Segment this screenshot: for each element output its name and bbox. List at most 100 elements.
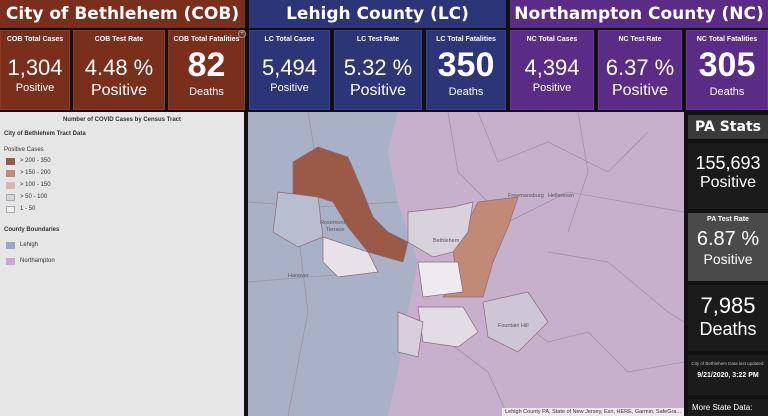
nc-fatal-label: NC Total Fatalities xyxy=(696,36,758,43)
tract-light-center xyxy=(407,201,474,258)
header-lehigh-county: Lehigh County (LC) xyxy=(249,0,506,28)
legend-label: Northampton xyxy=(20,258,55,264)
nc-cases-sub: Positive xyxy=(532,82,572,94)
cob-rate-value: 4.48 % xyxy=(84,55,154,80)
nc-cases-label: NC Total Cases xyxy=(526,36,578,43)
update-note: City of Bethlehem Data last updated: xyxy=(691,361,765,366)
legend-panel: Number of COVID Cases by Census Tract Ci… xyxy=(0,112,244,416)
lc-rate-sub: Positive xyxy=(349,82,407,99)
legend-item-lehigh: Lehigh xyxy=(6,241,244,249)
pa-deaths-sub: Deaths xyxy=(699,319,757,339)
tract-polygons xyxy=(272,146,549,358)
cob-fatalities-card: COB Total Fatalities 82 Deaths xyxy=(168,30,245,110)
tract-light-b xyxy=(417,261,464,298)
nc-fatal-value: 305 xyxy=(698,46,756,84)
positive-cases-heading: Positive Cases xyxy=(4,147,44,153)
cob-cases-value: 1,304 xyxy=(7,55,63,80)
cob-fatal-sub: Deaths xyxy=(189,86,224,98)
cob-rate-label: COB Test Rate xyxy=(94,36,144,43)
legend-item-1-50: 1 - 50 xyxy=(6,205,244,213)
legend-label: 1 - 50 xyxy=(20,206,36,212)
place-label: Freemansburg xyxy=(508,193,544,199)
nc-fatalities-card: NC Total Fatalities 305 Deaths xyxy=(686,30,768,110)
legend-label: Lehigh xyxy=(20,242,39,248)
header-northampton-county: Northampton County (NC) xyxy=(510,0,768,28)
pa-deaths-card: 7,985 Deaths xyxy=(688,285,768,351)
pa-deaths-value: 7,985 xyxy=(700,293,756,318)
cob-fatal-value: 82 xyxy=(187,46,226,84)
nc-cases-value: 4,394 xyxy=(524,55,580,80)
legend-swatch xyxy=(6,193,15,201)
lc-fatalities-card: LC Total Fatalities 350 Deaths xyxy=(426,30,506,110)
tract-mid-e xyxy=(482,291,549,353)
boundary-lines xyxy=(248,112,684,416)
cob-cases-label: COB Total Cases xyxy=(6,36,64,43)
cob-cases-sub: Positive xyxy=(15,82,55,94)
nc-test-rate-card: NC Test Rate 6.37 % Positive xyxy=(598,30,682,110)
lc-rate-label: LC Test Rate xyxy=(356,36,400,43)
lc-cases-sub: Positive xyxy=(270,82,309,94)
nc-fatal-sub: Deaths xyxy=(709,86,745,98)
legend-item-northampton: Northampton xyxy=(6,257,244,265)
legend-item-150-200: > 150 - 200 xyxy=(6,169,244,177)
legend-swatch xyxy=(6,257,15,265)
place-label: Terrace xyxy=(326,227,344,233)
lc-total-cases-card: LC Total Cases 5,494 Positive xyxy=(249,30,330,110)
lc-fatal-value: 350 xyxy=(437,46,495,84)
legend-label: > 50 - 100 xyxy=(20,194,48,200)
tract-west xyxy=(272,191,324,248)
place-label: Hellertown xyxy=(548,193,574,199)
lc-test-rate-card: LC Test Rate 5.32 % Positive xyxy=(334,30,422,110)
cob-test-rate-card: COB Test Rate 4.48 % Positive xyxy=(73,30,165,110)
pa-rate-label: PA Test Rate xyxy=(707,216,749,223)
place-label: Fountain Hill xyxy=(498,323,529,329)
place-labels: Bethlehem Rosemont Terrace Hanover Freem… xyxy=(288,193,574,329)
legend-swatch xyxy=(6,157,15,165)
map-view[interactable]: Bethlehem Rosemont Terrace Hanover Freem… xyxy=(248,112,684,416)
lc-rate-value: 5.32 % xyxy=(343,55,413,80)
pa-cases-value: 155,693 xyxy=(695,153,761,173)
legend-item-50-100: > 50 - 100 xyxy=(6,193,244,201)
legend-swatch xyxy=(6,169,15,177)
map-attribution: Lehigh County PA, State of New Jersey, E… xyxy=(502,408,684,416)
legend-swatch xyxy=(6,241,15,249)
legend-swatch xyxy=(6,205,15,213)
lc-cases-value: 5,494 xyxy=(261,55,318,80)
add-icon[interactable]: + xyxy=(238,30,246,38)
map-svg[interactable]: Bethlehem Rosemont Terrace Hanover Freem… xyxy=(248,112,684,416)
place-label: Hanover xyxy=(288,273,309,279)
header-city-of-bethlehem: City of Bethlehem (COB) xyxy=(0,0,245,28)
place-label: Rosemont xyxy=(320,220,346,226)
lc-fatal-sub: Deaths xyxy=(448,86,484,98)
tract-light-d xyxy=(397,311,424,358)
legend-section-title: City of Bethlehem Tract Data xyxy=(4,131,86,137)
pa-rate-value: 6.87 % xyxy=(696,228,760,250)
county-boundaries-heading: County Boundaries xyxy=(4,227,60,233)
pa-rate-sub: Positive xyxy=(703,251,753,267)
pa-stats-title: PA Stats xyxy=(688,115,768,139)
lc-fatal-label: LC Total Fatalities xyxy=(436,36,496,43)
cob-rate-sub: Positive xyxy=(90,82,148,99)
cob-fatal-label: COB Total Fatalities xyxy=(173,36,240,43)
legend-title: Number of COVID Cases by Census Tract xyxy=(62,117,182,123)
legend-label: > 150 - 200 xyxy=(20,170,51,176)
legend-item-100-150: > 100 - 150 xyxy=(6,181,244,189)
more-state-data-link[interactable]: More State Data: xyxy=(688,399,768,416)
nc-total-cases-card: NC Total Cases 4,394 Positive xyxy=(510,30,594,110)
last-updated-card: City of Bethlehem Data last updated: 9/2… xyxy=(688,355,768,395)
nc-rate-label: NC Test Rate xyxy=(618,36,662,43)
pa-cases-sub: Positive xyxy=(699,174,757,191)
nc-rate-sub: Positive xyxy=(611,82,669,99)
lc-cases-label: LC Total Cases xyxy=(264,36,315,43)
legend-swatch xyxy=(6,181,15,189)
pa-cases-card: 155,693 Positive xyxy=(688,143,768,209)
nc-rate-value: 6.37 % xyxy=(605,55,675,80)
legend-label: > 100 - 150 xyxy=(20,182,51,188)
legend-item-200-350: > 200 - 350 xyxy=(6,157,244,165)
tract-light-a xyxy=(322,236,379,278)
cob-total-cases-card: COB Total Cases 1,304 Positive xyxy=(0,30,70,110)
pa-test-rate-card: PA Test Rate 6.87 % Positive xyxy=(688,213,768,281)
tract-light-c xyxy=(417,306,479,348)
legend-label: > 200 - 350 xyxy=(20,158,51,164)
place-label: Bethlehem xyxy=(433,238,460,244)
